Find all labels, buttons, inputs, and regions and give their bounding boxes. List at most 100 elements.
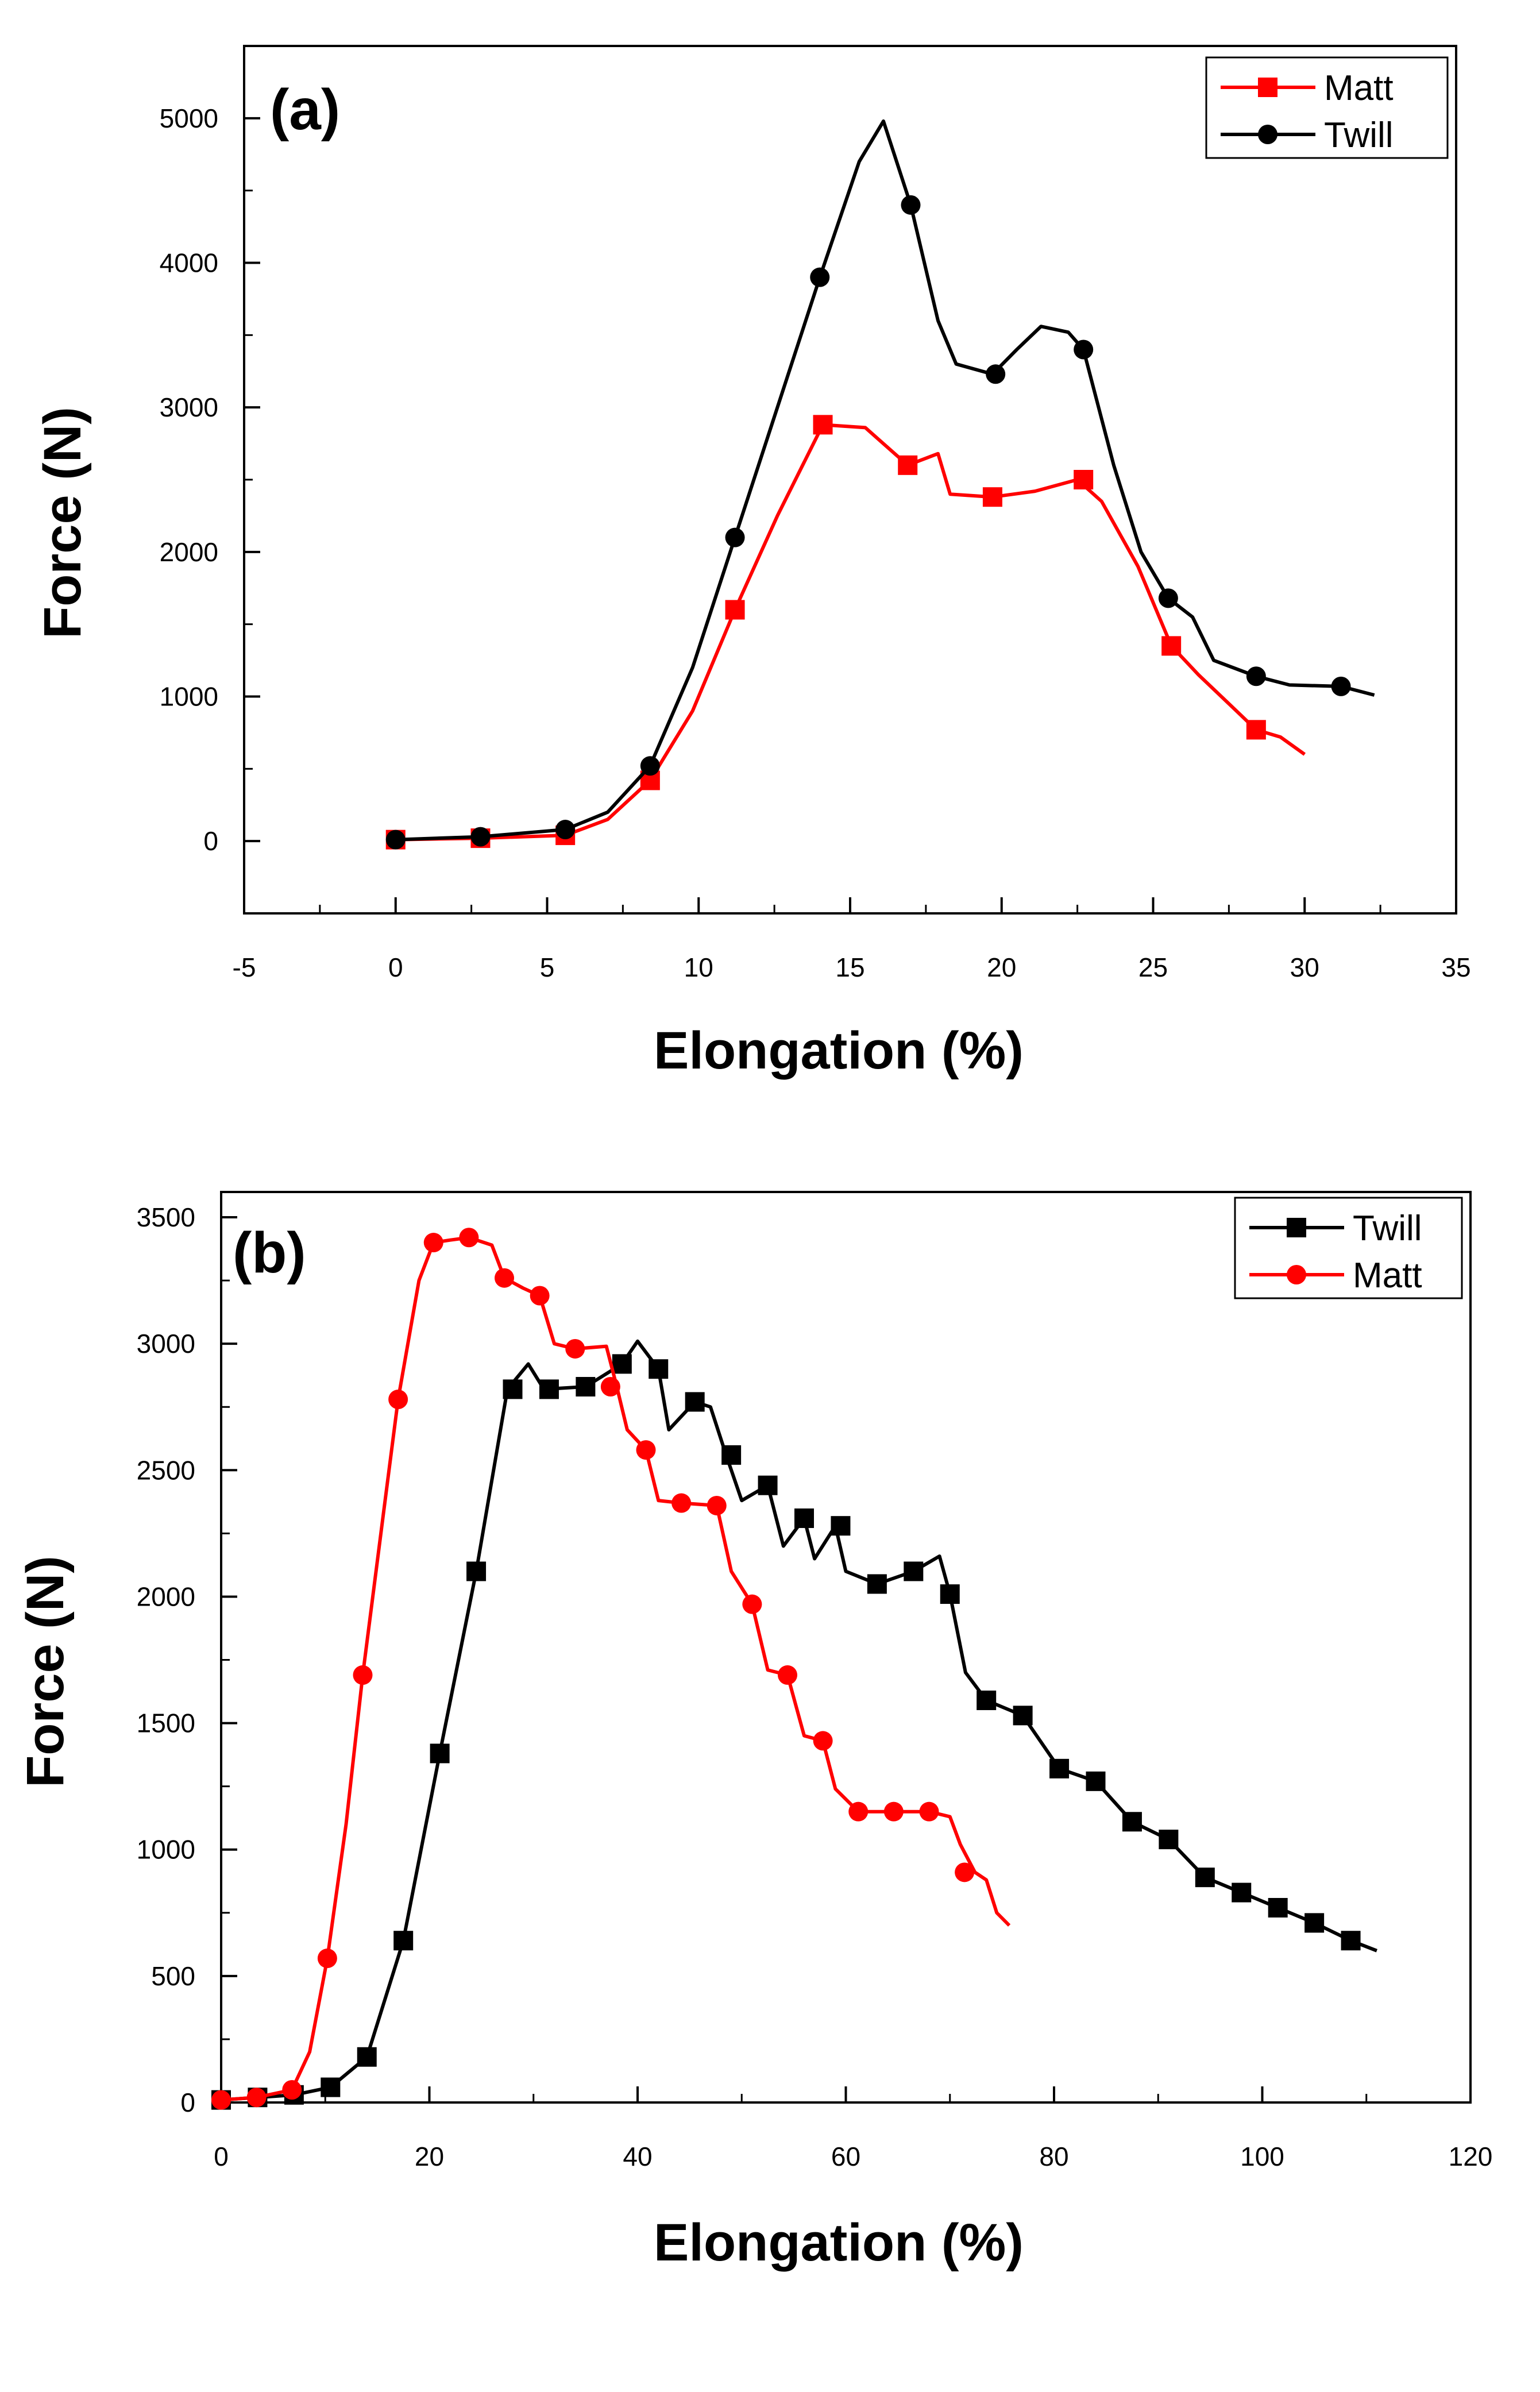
data-point-twill bbox=[1159, 1830, 1179, 1850]
data-point-twill bbox=[576, 1377, 596, 1397]
data-point-twill bbox=[986, 364, 1006, 384]
data-point-twill bbox=[1195, 1868, 1215, 1888]
data-point-matt bbox=[353, 1665, 373, 1685]
data-point-twill bbox=[901, 195, 921, 215]
data-point-matt bbox=[742, 1594, 762, 1614]
data-point-matt bbox=[707, 1495, 727, 1515]
legend-label-matt: Matt bbox=[1324, 68, 1394, 108]
data-point-twill bbox=[1013, 1706, 1033, 1726]
data-point-twill bbox=[1049, 1758, 1070, 1778]
data-point-twill bbox=[430, 1743, 450, 1764]
series-line-matt bbox=[395, 423, 1306, 842]
legend-swatch-marker bbox=[1287, 1218, 1306, 1237]
data-point-twill bbox=[1331, 676, 1351, 696]
data-point-twill bbox=[1232, 1882, 1252, 1903]
y-tick-label: 2500 bbox=[137, 1455, 195, 1485]
x-tick-label: 0 bbox=[388, 952, 403, 982]
data-point-matt bbox=[317, 1949, 337, 1969]
series-twill bbox=[385, 119, 1375, 850]
legend-swatch-marker bbox=[1258, 125, 1277, 144]
data-point-matt bbox=[883, 1801, 904, 1822]
y-axis-title: Force (N) bbox=[33, 407, 92, 639]
data-point-twill bbox=[810, 267, 830, 287]
y-tick-label: 500 bbox=[151, 1961, 195, 1991]
y-tick-label: 0 bbox=[180, 2088, 195, 2117]
data-point-twill bbox=[1304, 1913, 1325, 1933]
data-point-matt bbox=[282, 2080, 302, 2100]
data-point-matt bbox=[388, 1390, 408, 1410]
legend-swatch-marker bbox=[1287, 1265, 1306, 1284]
data-point-matt bbox=[848, 1801, 869, 1822]
data-point-twill bbox=[758, 1475, 778, 1495]
plot-frame bbox=[243, 45, 1457, 915]
x-axis-title: Elongation (%) bbox=[654, 1021, 1024, 1080]
x-tick-label: 100 bbox=[1240, 2142, 1284, 2171]
x-tick-label: 10 bbox=[684, 952, 713, 982]
data-point-matt bbox=[813, 415, 833, 435]
legend-label-matt: Matt bbox=[1353, 1256, 1422, 1295]
data-point-twill bbox=[725, 527, 745, 547]
data-point-matt bbox=[725, 600, 745, 620]
data-point-matt bbox=[1161, 636, 1182, 656]
x-tick-label: 30 bbox=[1290, 952, 1319, 982]
x-tick-label: 5 bbox=[540, 952, 555, 982]
x-axis-title: Elongation (%) bbox=[654, 2213, 1024, 2272]
data-point-matt bbox=[1246, 720, 1266, 740]
legend: Twill Matt bbox=[1234, 1197, 1463, 1299]
data-point-twill bbox=[393, 1931, 414, 1951]
data-point-twill bbox=[321, 2077, 341, 2097]
data-point-twill bbox=[867, 1574, 887, 1594]
data-point-twill bbox=[977, 1690, 997, 1710]
data-point-twill bbox=[1341, 1931, 1361, 1951]
data-point-matt bbox=[1074, 470, 1094, 489]
x-tick-label: 0 bbox=[214, 2142, 229, 2171]
data-point-matt bbox=[898, 455, 918, 475]
series-matt bbox=[385, 415, 1306, 850]
x-tick-label: 20 bbox=[987, 952, 1016, 982]
data-point-matt bbox=[982, 487, 1002, 507]
data-point-twill bbox=[555, 820, 576, 840]
y-axis-title: Force (N) bbox=[16, 1556, 75, 1788]
data-point-matt bbox=[955, 1862, 975, 1882]
data-point-matt bbox=[636, 1440, 656, 1460]
data-point-matt bbox=[919, 1801, 939, 1822]
data-point-twill bbox=[721, 1445, 742, 1465]
data-point-twill bbox=[612, 1354, 632, 1374]
data-point-matt bbox=[530, 1286, 550, 1306]
data-point-twill bbox=[1074, 339, 1094, 360]
x-tick-label: 20 bbox=[415, 2142, 444, 2171]
data-point-twill bbox=[640, 756, 660, 776]
legend-label-twill: Twill bbox=[1324, 115, 1394, 155]
data-point-twill bbox=[1246, 666, 1266, 686]
data-point-matt bbox=[778, 1665, 797, 1685]
data-point-twill bbox=[904, 1561, 924, 1581]
series-line-twill bbox=[395, 119, 1375, 842]
data-point-matt bbox=[813, 1731, 833, 1751]
data-point-matt bbox=[459, 1228, 479, 1248]
data-point-matt bbox=[600, 1377, 620, 1397]
data-point-matt bbox=[495, 1268, 514, 1288]
legend-swatch-marker bbox=[1258, 78, 1277, 97]
data-point-twill bbox=[466, 1561, 487, 1581]
x-tick-label: 80 bbox=[1039, 2142, 1068, 2171]
data-point-twill bbox=[470, 827, 491, 847]
legend-box bbox=[1234, 1197, 1463, 1299]
y-tick-label: 2000 bbox=[137, 1581, 195, 1611]
chart-panel-1: 0 20 40 60 80 100 120 0 500 1000 1500 2000 2500 3000 3… bbox=[16, 1191, 1492, 2272]
data-point-twill bbox=[794, 1508, 814, 1528]
legend: Matt Twill bbox=[1205, 56, 1449, 159]
data-point-twill bbox=[1086, 1771, 1106, 1791]
y-tick-label: 5000 bbox=[160, 103, 218, 133]
data-point-matt bbox=[565, 1338, 585, 1359]
data-point-twill bbox=[1122, 1812, 1142, 1832]
data-point-matt bbox=[671, 1493, 692, 1513]
x-tick-label: 40 bbox=[623, 2142, 652, 2171]
data-point-twill bbox=[503, 1379, 523, 1399]
data-point-twill bbox=[649, 1359, 669, 1379]
y-tick-label: 4000 bbox=[160, 248, 218, 278]
data-point-twill bbox=[1268, 1897, 1288, 1918]
data-point-twill bbox=[1158, 588, 1178, 608]
legend-label-twill: Twill bbox=[1353, 1209, 1422, 1248]
panel-label: (a) bbox=[270, 78, 340, 142]
